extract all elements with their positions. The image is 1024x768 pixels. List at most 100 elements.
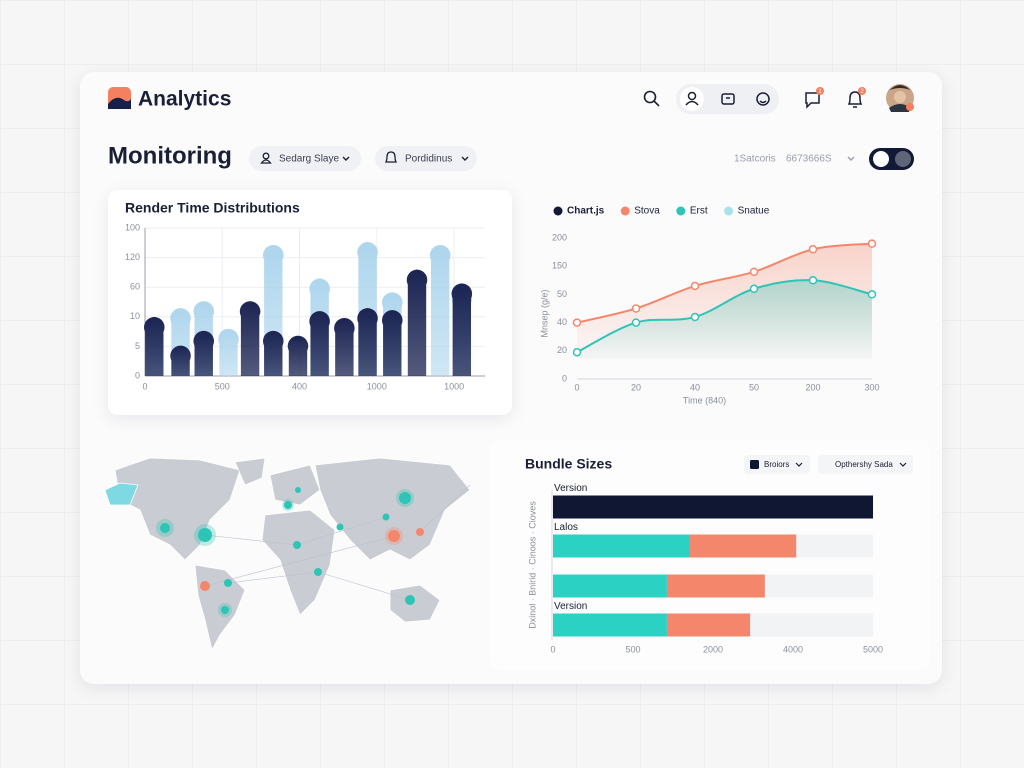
chevron <box>795 462 803 467</box>
bar <box>170 345 191 376</box>
legend-label: Chart.js <box>567 206 605 217</box>
y-tick-label: 0 <box>562 373 567 383</box>
bar <box>239 301 261 376</box>
x-axis-label: Time (840) <box>683 395 726 405</box>
x-tick-label: 40 <box>690 382 700 392</box>
point <box>749 267 759 277</box>
y-tick-label: 5 <box>135 341 140 351</box>
bar <box>666 574 765 598</box>
bar <box>309 311 330 376</box>
bar <box>262 330 284 376</box>
y-tick-label: 60 <box>130 282 140 292</box>
x-tick-label: 1000 <box>444 381 464 391</box>
point <box>867 290 877 299</box>
x-tick-label: 200 <box>805 382 820 392</box>
range-label: 1Satcoris <box>734 154 776 165</box>
badge-count: 2 <box>860 89 864 95</box>
badge <box>816 87 824 95</box>
point <box>808 276 818 285</box>
filter-text: Pordidinus <box>405 154 452 165</box>
point <box>572 347 582 357</box>
control-swatch <box>750 460 759 469</box>
chart-title: Render Time Distributions <box>125 200 300 216</box>
bar <box>193 330 215 376</box>
bar <box>287 335 309 376</box>
emoji-icon[interactable] <box>756 92 770 106</box>
bar <box>553 613 667 637</box>
control-label: Broiors <box>764 460 789 469</box>
y-tick-label: 200 <box>552 232 567 242</box>
legend-label: Erst <box>690 206 708 217</box>
legend-swatch <box>676 206 686 216</box>
point <box>808 245 818 254</box>
user-icon[interactable] <box>685 91 699 106</box>
control-label: Opthershy Sada <box>835 460 893 469</box>
chevron <box>342 156 350 161</box>
filter-chip[interactable] <box>249 146 361 171</box>
legend-swatch <box>724 206 734 216</box>
toggle[interactable] <box>869 148 914 170</box>
brand: Analytics <box>138 88 231 111</box>
page-title: Monitoring <box>108 142 232 169</box>
avatar[interactable] <box>886 84 914 112</box>
search-icon[interactable] <box>643 90 660 107</box>
point <box>690 281 700 291</box>
bar <box>406 269 428 376</box>
bar <box>218 328 239 376</box>
y-axis-label: Mnsep (g/e) <box>539 289 549 337</box>
y-tick-label: 0 <box>135 370 140 380</box>
point <box>749 284 759 294</box>
chevron <box>899 462 907 467</box>
y-tick-label: 50 <box>557 289 567 299</box>
x-tick-label: 0 <box>550 644 555 654</box>
range-value: 6673666S <box>786 154 832 165</box>
control[interactable] <box>744 455 810 474</box>
legend-label: Snatue <box>738 206 770 217</box>
bar <box>553 574 667 598</box>
bar <box>143 317 165 376</box>
x-tick-label: 50 <box>749 382 759 392</box>
bar <box>666 613 751 637</box>
logo <box>108 87 131 109</box>
control[interactable] <box>818 455 913 474</box>
bell-small-icon <box>384 151 398 163</box>
x-tick-label: 0 <box>574 382 579 392</box>
box-icon[interactable] <box>721 93 735 105</box>
bar <box>334 318 355 376</box>
point <box>631 318 641 327</box>
x-tick-label: 300 <box>864 382 879 392</box>
chevron <box>461 156 469 161</box>
x-tick-label: 20 <box>631 382 641 392</box>
y-axis-label: Dxinol · Bnirid · Cinoos · Cioves <box>527 501 537 629</box>
bar <box>689 534 797 558</box>
filter-chip[interactable] <box>375 146 477 171</box>
bar <box>381 310 403 376</box>
x-tick-label: 500 <box>215 381 230 391</box>
category-label: Version <box>554 483 587 494</box>
y-tick-label: 10 <box>130 311 140 321</box>
bar <box>357 308 378 376</box>
point <box>690 312 700 322</box>
bell-icon[interactable] <box>847 91 863 108</box>
y-tick-label: 20 <box>557 345 567 355</box>
world-map <box>104 457 471 652</box>
chart-title: Bundle Sizes <box>525 456 612 472</box>
legend-swatch <box>620 206 630 216</box>
x-tick-label: 1000 <box>367 381 387 391</box>
area <box>577 280 872 359</box>
point <box>631 304 641 313</box>
x-tick-label: 5000 <box>863 644 883 654</box>
line <box>576 242 873 324</box>
bar <box>429 245 451 376</box>
category-label: Lalos <box>554 522 578 533</box>
point <box>572 318 582 327</box>
badge-count: 1 <box>818 89 822 95</box>
y-tick-label: 100 <box>125 222 140 232</box>
x-tick-label: 500 <box>625 644 640 654</box>
category-label: Version <box>554 601 587 612</box>
legend-label: Stova <box>634 206 660 217</box>
legend-swatch <box>553 206 563 216</box>
y-tick-label: 120 <box>125 252 140 262</box>
filter-text: Sedarg Slaye <box>279 154 339 165</box>
